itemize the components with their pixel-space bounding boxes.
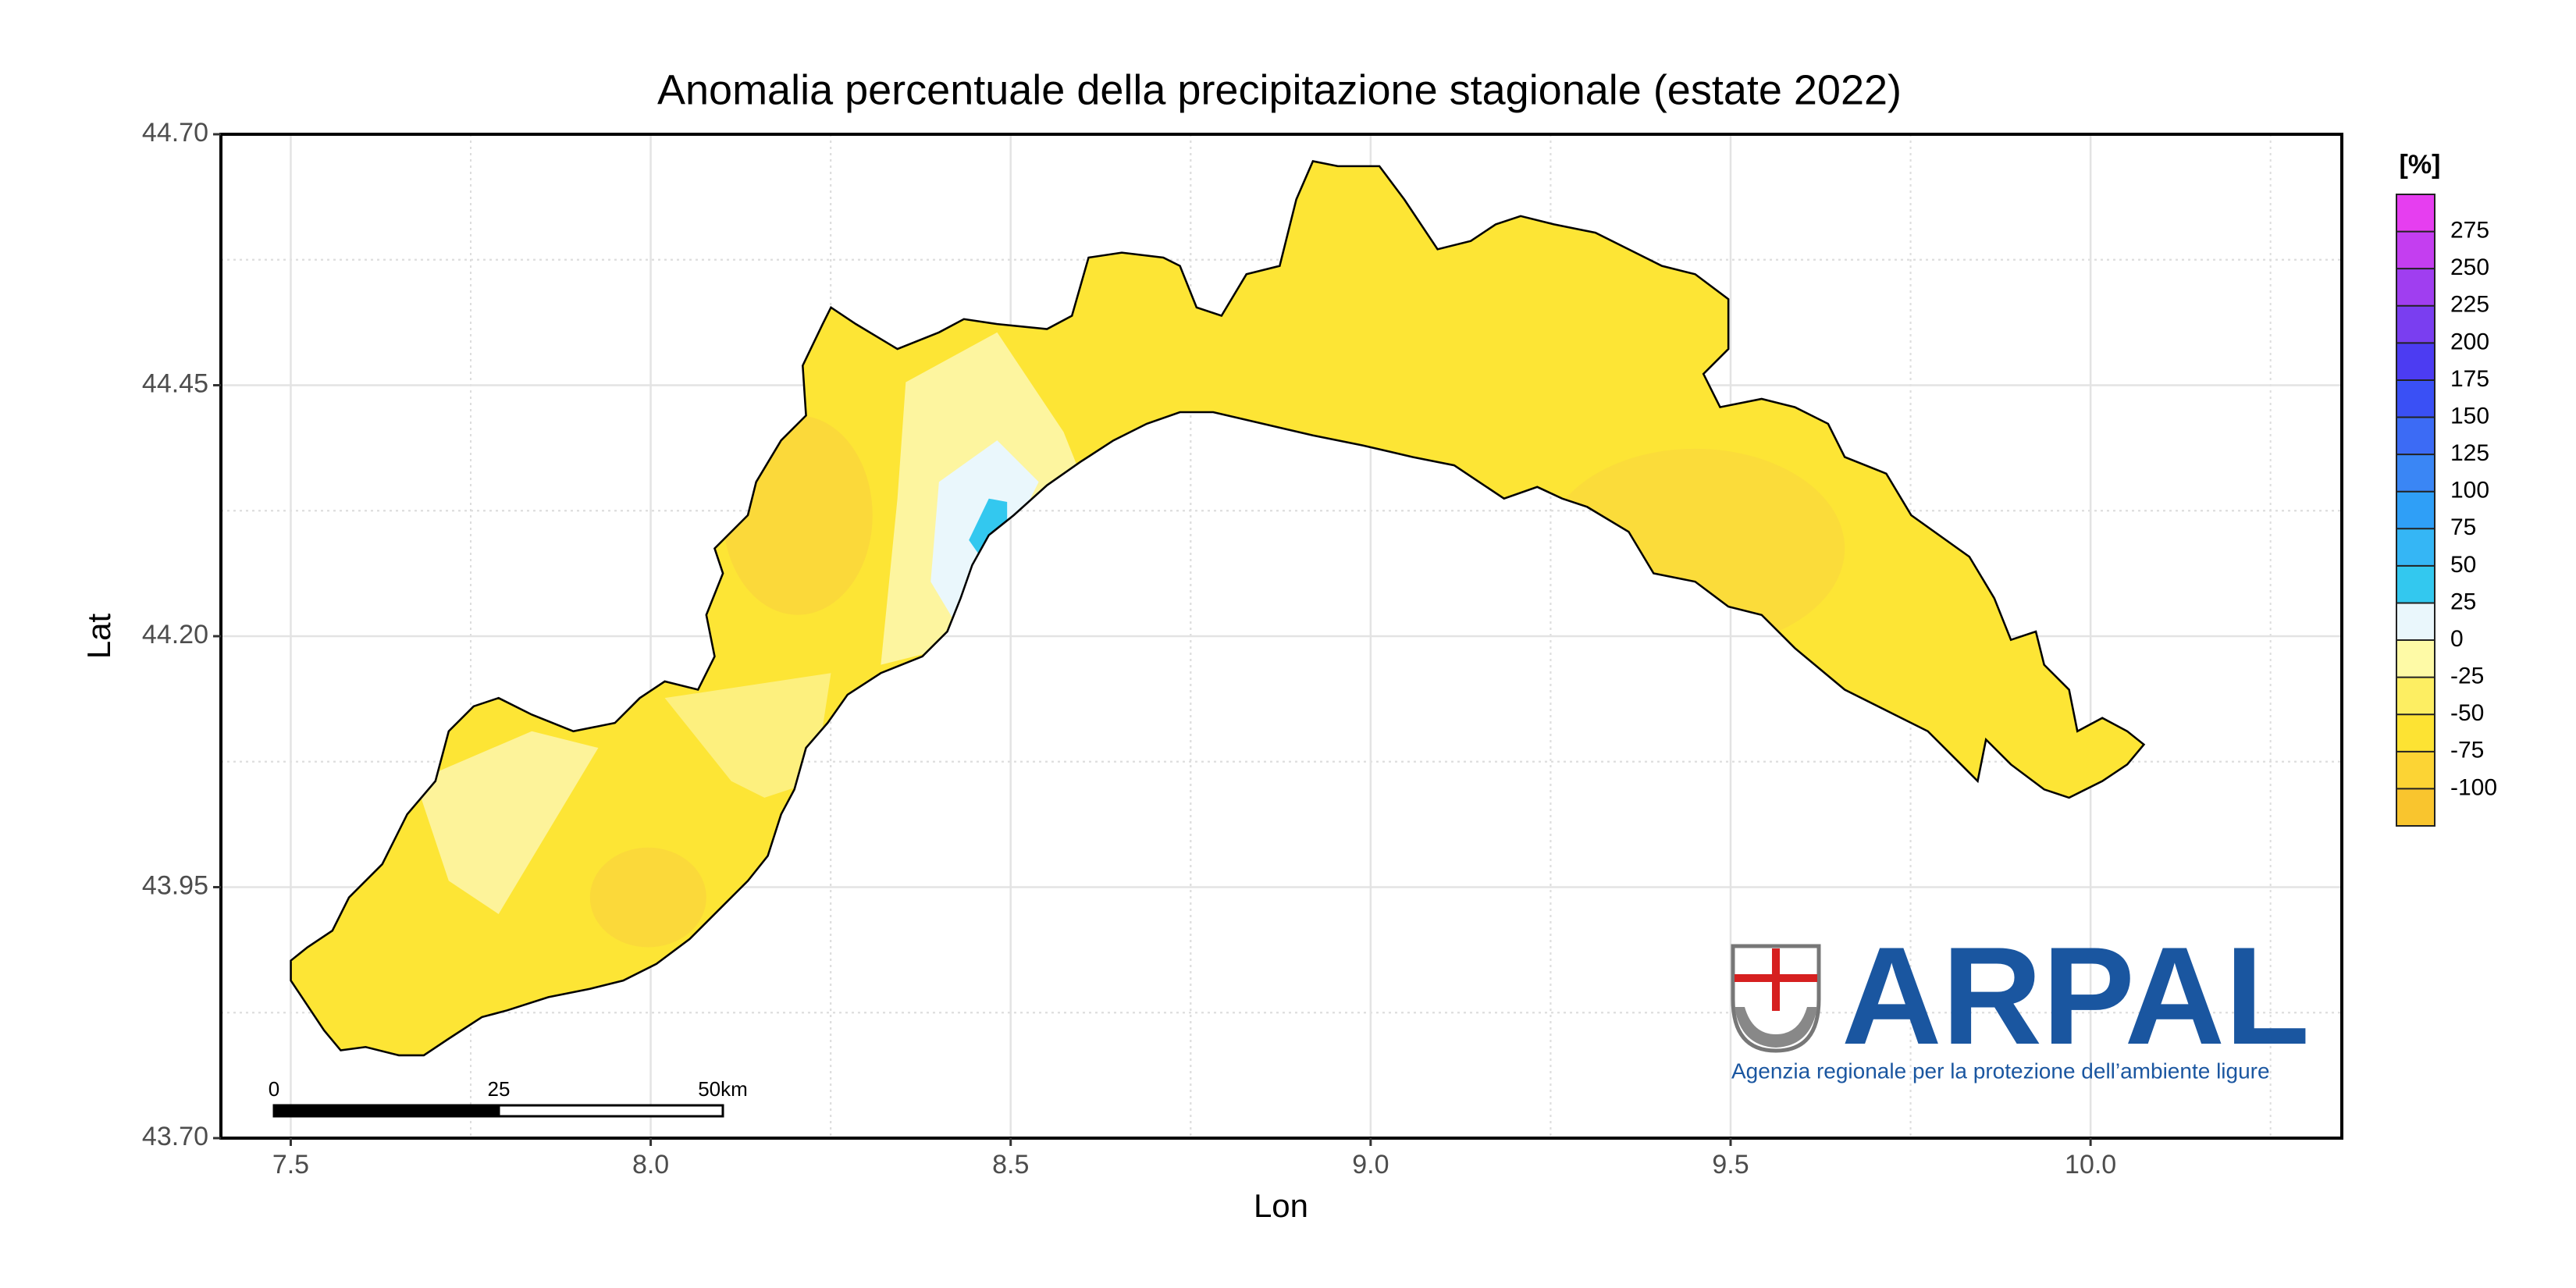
legend-label: 225 <box>2450 292 2489 318</box>
legend-label: 250 <box>2450 254 2489 280</box>
y-tick-label: 44.45 <box>142 368 208 398</box>
legend-swatch <box>2396 343 2435 380</box>
logo-subtitle: Agenzia regionale per la protezione dell… <box>1731 1059 2270 1083</box>
x-tick-label: 9.0 <box>1352 1150 1389 1179</box>
scale-label: 0 <box>269 1077 279 1101</box>
x-tick-label: 9.5 <box>1712 1150 1749 1179</box>
legend-swatch <box>2396 528 2435 566</box>
legend-swatch <box>2396 751 2435 789</box>
legend-label: 100 <box>2450 478 2489 503</box>
legend-label: 125 <box>2450 440 2489 466</box>
legend-label: 75 <box>2450 514 2476 540</box>
legend-swatch <box>2396 417 2435 455</box>
logo-name: ARPAL <box>1841 918 2310 1073</box>
scale-bar: 0 25 50km <box>269 1077 748 1118</box>
x-axis-label: Lon <box>1254 1187 1308 1224</box>
legend-swatch <box>2396 379 2435 418</box>
legend-label: -25 <box>2450 664 2484 689</box>
legend-swatch <box>2396 454 2435 492</box>
legend-label: 25 <box>2450 589 2476 614</box>
y-tick-label: 43.95 <box>142 870 208 900</box>
legend-swatch <box>2396 194 2435 232</box>
legend-swatch <box>2396 788 2435 826</box>
legend-swatch <box>2396 677 2435 715</box>
legend-label: -50 <box>2450 700 2484 726</box>
y-axis-label: Lat <box>80 613 117 659</box>
legend-label: 0 <box>2450 626 2464 652</box>
y-tick-label: 44.20 <box>142 620 208 649</box>
legend-title: [%] <box>2400 150 2441 180</box>
scale-label: 25 <box>488 1077 511 1101</box>
legend-swatch <box>2396 603 2435 641</box>
legend-label: 50 <box>2450 552 2476 578</box>
legend-swatch <box>2396 305 2435 343</box>
legend-swatch <box>2396 565 2435 603</box>
legend-label: -100 <box>2450 774 2497 800</box>
scale-label: 50km <box>698 1077 748 1101</box>
legend-swatch <box>2396 640 2435 678</box>
legend-label: -75 <box>2450 738 2484 763</box>
logo: ARPAL Agenzia regionale per la protezion… <box>1731 918 2310 1083</box>
y-tick-label: 43.70 <box>142 1122 208 1151</box>
legend-label: 175 <box>2450 366 2489 392</box>
legend-label: 275 <box>2450 218 2489 244</box>
legend-swatch <box>2396 714 2435 752</box>
x-tick-label: 8.5 <box>992 1150 1029 1179</box>
legend-swatch <box>2396 231 2435 269</box>
map-title: Anomalia percentuale della precipitazion… <box>657 66 1902 113</box>
x-tick-label: 8.0 <box>632 1150 669 1179</box>
colorbar-frame <box>2396 194 2435 827</box>
x-tick-label: 7.5 <box>272 1150 309 1179</box>
legend-swatch <box>2396 269 2435 306</box>
y-tick-label: 44.70 <box>142 118 208 148</box>
legend-label: 200 <box>2450 329 2489 354</box>
region-outline <box>290 160 2146 1057</box>
colorbar: -100 -75 -50 -25 0 25 50 75 100 125 150 175 200 225 25… <box>2396 194 2497 827</box>
x-tick-label: 10.0 <box>2065 1150 2116 1179</box>
legend-swatch <box>2396 491 2435 529</box>
legend-label: 150 <box>2450 403 2489 429</box>
